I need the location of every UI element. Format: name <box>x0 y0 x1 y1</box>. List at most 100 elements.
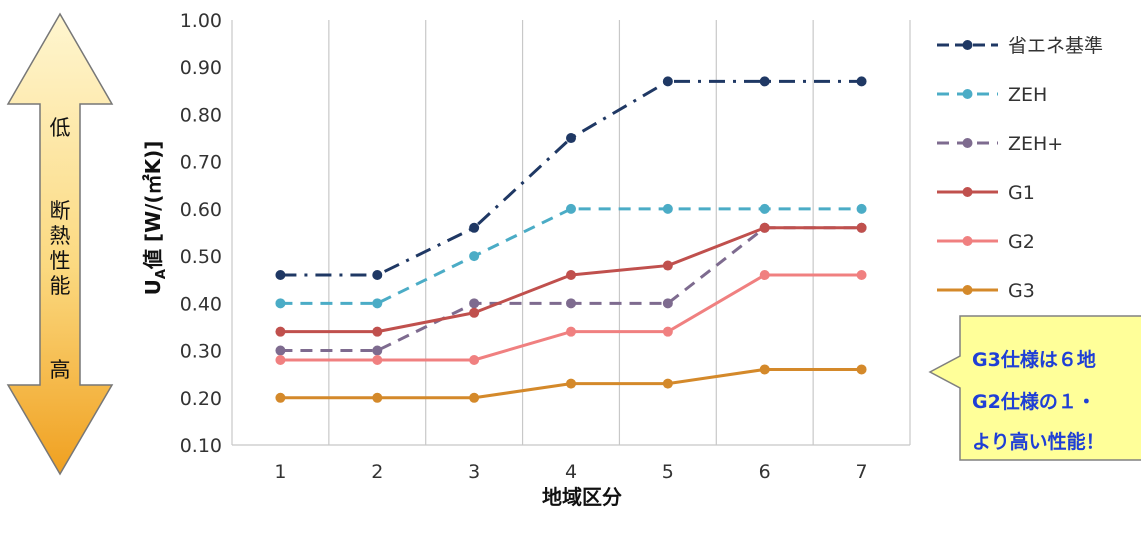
data-point <box>759 203 770 214</box>
data-point <box>372 270 383 280</box>
series-G1 <box>275 222 867 337</box>
data-point <box>372 298 383 309</box>
series-G2 <box>275 270 867 365</box>
series-ZEH <box>275 203 867 309</box>
legend-marker <box>962 89 973 99</box>
data-point <box>856 270 867 280</box>
data-point <box>662 378 673 389</box>
y-tick-label: 0.90 <box>180 57 222 79</box>
data-point <box>662 76 673 87</box>
grid <box>231 20 911 446</box>
x-axis-title: 地域区分 <box>542 485 622 509</box>
y-tick-label: 0.50 <box>180 246 222 268</box>
data-point <box>275 345 286 356</box>
legend-item: G2 <box>937 231 1035 253</box>
data-point <box>275 355 286 365</box>
legend-marker <box>962 138 973 148</box>
y-axis-title-main: U <box>141 279 165 295</box>
data-point <box>856 203 867 214</box>
callout: G3仕様は６地 G2仕様の１・ より高い性能！ <box>928 315 1141 461</box>
data-point <box>759 364 770 375</box>
callout-line-3: より高い性能！ <box>972 430 1105 453</box>
series-line <box>280 273 862 362</box>
arrow-bottom-label: 高 <box>50 358 71 382</box>
data-point <box>469 307 480 318</box>
data-point <box>662 260 673 271</box>
x-tick-label: 4 <box>565 461 577 483</box>
arrow-top-label: 低 <box>50 116 71 140</box>
data-point <box>662 326 673 337</box>
legend-label: G1 <box>1008 182 1035 204</box>
legend: 省エネ基準 ZEH ZEH+ G1 G2 G3 <box>937 35 1103 302</box>
data-point <box>275 298 286 309</box>
legend-label: ZEH <box>1008 84 1047 106</box>
data-point <box>566 298 576 309</box>
legend-item: 省エネ基準 <box>937 35 1103 57</box>
y-tick-label: 0.10 <box>180 435 222 457</box>
y-tick-label: 0.60 <box>180 199 222 221</box>
legend-item: ZEH+ <box>937 133 1063 155</box>
legend-item: G3 <box>937 280 1035 302</box>
y-tick-label: 0.30 <box>180 341 222 363</box>
callout-box <box>928 315 1141 461</box>
legend-label: G3 <box>1008 280 1035 302</box>
data-point <box>469 251 480 262</box>
y-axis-title: UA値 [W/(㎡K)] <box>141 141 169 296</box>
legend-marker <box>962 187 973 197</box>
series-G3 <box>275 364 867 403</box>
insulation-arrow: 低 断 熱 性 能 高 <box>6 12 114 476</box>
legend-item: G1 <box>937 182 1035 204</box>
y-tick-label: 0.20 <box>180 388 222 410</box>
data-point <box>469 392 480 403</box>
legend-item: ZEH <box>937 84 1047 106</box>
data-point <box>566 326 576 337</box>
data-point <box>469 355 480 365</box>
data-point <box>372 355 383 365</box>
data-point <box>759 270 770 280</box>
y-axis-title-sub: A <box>154 269 169 279</box>
data-point <box>856 222 867 233</box>
series-line <box>280 79 862 277</box>
y-tick-label: 1.00 <box>180 10 222 32</box>
data-point <box>856 76 867 87</box>
callout-line-2: G2仕様の１・ <box>972 390 1096 413</box>
data-point <box>372 392 383 403</box>
data-point <box>275 326 286 337</box>
data-point <box>566 270 576 280</box>
data-point <box>662 298 673 309</box>
y-axis-title-rest: 値 [W/(㎡K)] <box>141 141 165 270</box>
legend-marker <box>962 40 973 50</box>
data-point <box>566 378 576 389</box>
x-ticks: 1 2 3 4 5 6 7 <box>274 461 867 483</box>
x-tick-label: 3 <box>468 461 480 483</box>
data-point <box>275 270 286 280</box>
legend-label: ZEH+ <box>1008 133 1063 155</box>
data-point <box>469 222 480 233</box>
data-point <box>662 203 673 214</box>
data-point <box>759 222 770 233</box>
data-point <box>372 345 383 356</box>
data-point <box>372 326 383 337</box>
double-arrow-icon <box>6 12 114 476</box>
legend-marker <box>962 285 973 295</box>
series-line <box>280 207 862 305</box>
y-ticks: 0.10 0.20 0.30 0.40 0.50 0.60 0.70 0.80 0.90 1.00 <box>180 10 222 457</box>
arrow-mid-label-1: 断 <box>50 199 71 223</box>
callout-line-1: G3仕様は６地 <box>972 348 1096 371</box>
y-tick-label: 0.80 <box>180 104 222 126</box>
data-point <box>275 392 286 403</box>
arrow-mid-label-3: 性 <box>50 249 71 273</box>
data-point <box>469 298 480 309</box>
y-tick-label: 0.70 <box>180 152 222 174</box>
x-tick-label: 7 <box>856 461 868 483</box>
legend-label: G2 <box>1008 231 1035 253</box>
x-tick-label: 2 <box>371 461 383 483</box>
y-tick-label: 0.40 <box>180 293 222 315</box>
series <box>275 76 867 403</box>
legend-marker <box>962 236 973 246</box>
series-省エネ基準 <box>275 76 867 280</box>
data-point <box>566 133 576 144</box>
arrow-mid-label-4: 能 <box>50 274 71 298</box>
x-tick-label: 5 <box>662 461 674 483</box>
